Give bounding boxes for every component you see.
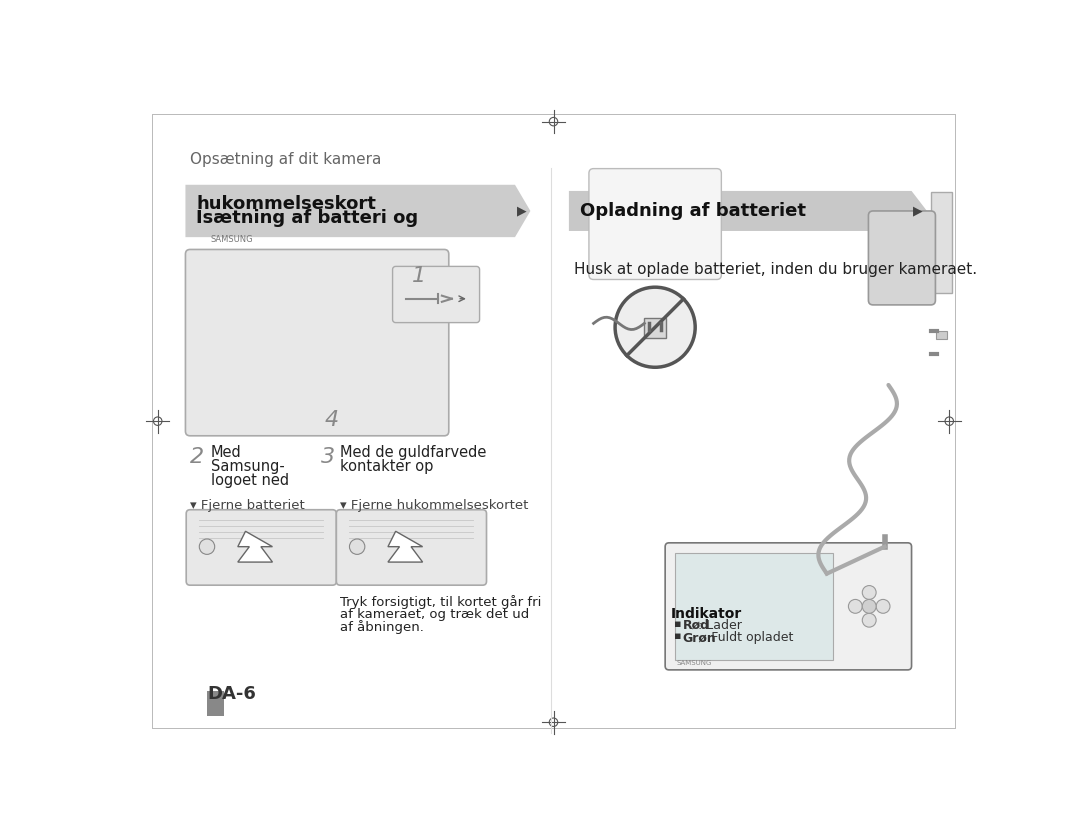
Text: 4: 4 <box>325 409 339 430</box>
Polygon shape <box>186 185 530 237</box>
Text: 1: 1 <box>411 266 426 285</box>
Circle shape <box>849 600 862 613</box>
Text: 2: 2 <box>190 446 204 466</box>
Polygon shape <box>238 531 272 562</box>
Text: Isætning af batteri og: Isætning af batteri og <box>197 208 418 227</box>
Bar <box>645 318 666 338</box>
Text: Grøn: Grøn <box>683 631 717 645</box>
Circle shape <box>616 287 696 367</box>
Text: ▾ Fjerne hukommelseskortet: ▾ Fjerne hukommelseskortet <box>340 499 528 512</box>
Text: Opsætning af dit kamera: Opsætning af dit kamera <box>190 153 381 168</box>
Text: ▪: ▪ <box>674 619 681 629</box>
Text: Husk at oplade batteriet, inden du bruger kameraet.: Husk at oplade batteriet, inden du bruge… <box>575 262 977 277</box>
Circle shape <box>350 539 365 555</box>
Text: kontakter op: kontakter op <box>340 459 433 474</box>
Text: Med de guldfarvede: Med de guldfarvede <box>340 445 487 460</box>
Text: logoet ned: logoet ned <box>211 473 289 488</box>
Text: hukommelseskort: hukommelseskort <box>197 195 376 214</box>
Text: ▪: ▪ <box>674 631 681 641</box>
FancyBboxPatch shape <box>589 168 721 279</box>
Bar <box>931 193 953 293</box>
Text: Med: Med <box>211 445 242 460</box>
Circle shape <box>876 600 890 613</box>
Bar <box>936 331 947 339</box>
FancyBboxPatch shape <box>186 510 336 585</box>
FancyBboxPatch shape <box>392 266 480 323</box>
Text: Indikator: Indikator <box>671 607 742 620</box>
Text: SAMSUNG: SAMSUNG <box>677 660 712 666</box>
Circle shape <box>862 613 876 627</box>
Bar <box>207 691 224 716</box>
Text: af kameraet, og træk det ud: af kameraet, og træk det ud <box>340 607 529 620</box>
Circle shape <box>862 585 876 600</box>
Text: Tryk forsigtigt, til kortet går fri: Tryk forsigtigt, til kortet går fri <box>340 595 541 609</box>
Circle shape <box>862 600 876 613</box>
FancyBboxPatch shape <box>186 249 449 436</box>
Text: af åbningen.: af åbningen. <box>340 620 424 634</box>
Text: ▶: ▶ <box>516 204 526 218</box>
Text: ▾ Fjerne batteriet: ▾ Fjerne batteriet <box>190 499 305 512</box>
Text: Samsung-: Samsung- <box>211 459 285 474</box>
Text: SAMSUNG: SAMSUNG <box>211 235 254 244</box>
Polygon shape <box>388 531 422 562</box>
FancyBboxPatch shape <box>868 211 935 305</box>
FancyBboxPatch shape <box>665 543 912 670</box>
Text: Rød: Rød <box>683 619 710 632</box>
Text: ▶: ▶ <box>913 204 922 218</box>
FancyBboxPatch shape <box>336 510 486 585</box>
Text: : Lader: : Lader <box>698 619 742 632</box>
Text: DA-6: DA-6 <box>207 686 256 703</box>
Polygon shape <box>569 191 927 231</box>
Text: 3: 3 <box>321 446 335 466</box>
Text: : Fuldt opladet: : Fuldt opladet <box>703 631 793 645</box>
Text: Opladning af batteriet: Opladning af batteriet <box>580 202 806 220</box>
Bar <box>675 553 833 660</box>
Circle shape <box>200 539 215 555</box>
